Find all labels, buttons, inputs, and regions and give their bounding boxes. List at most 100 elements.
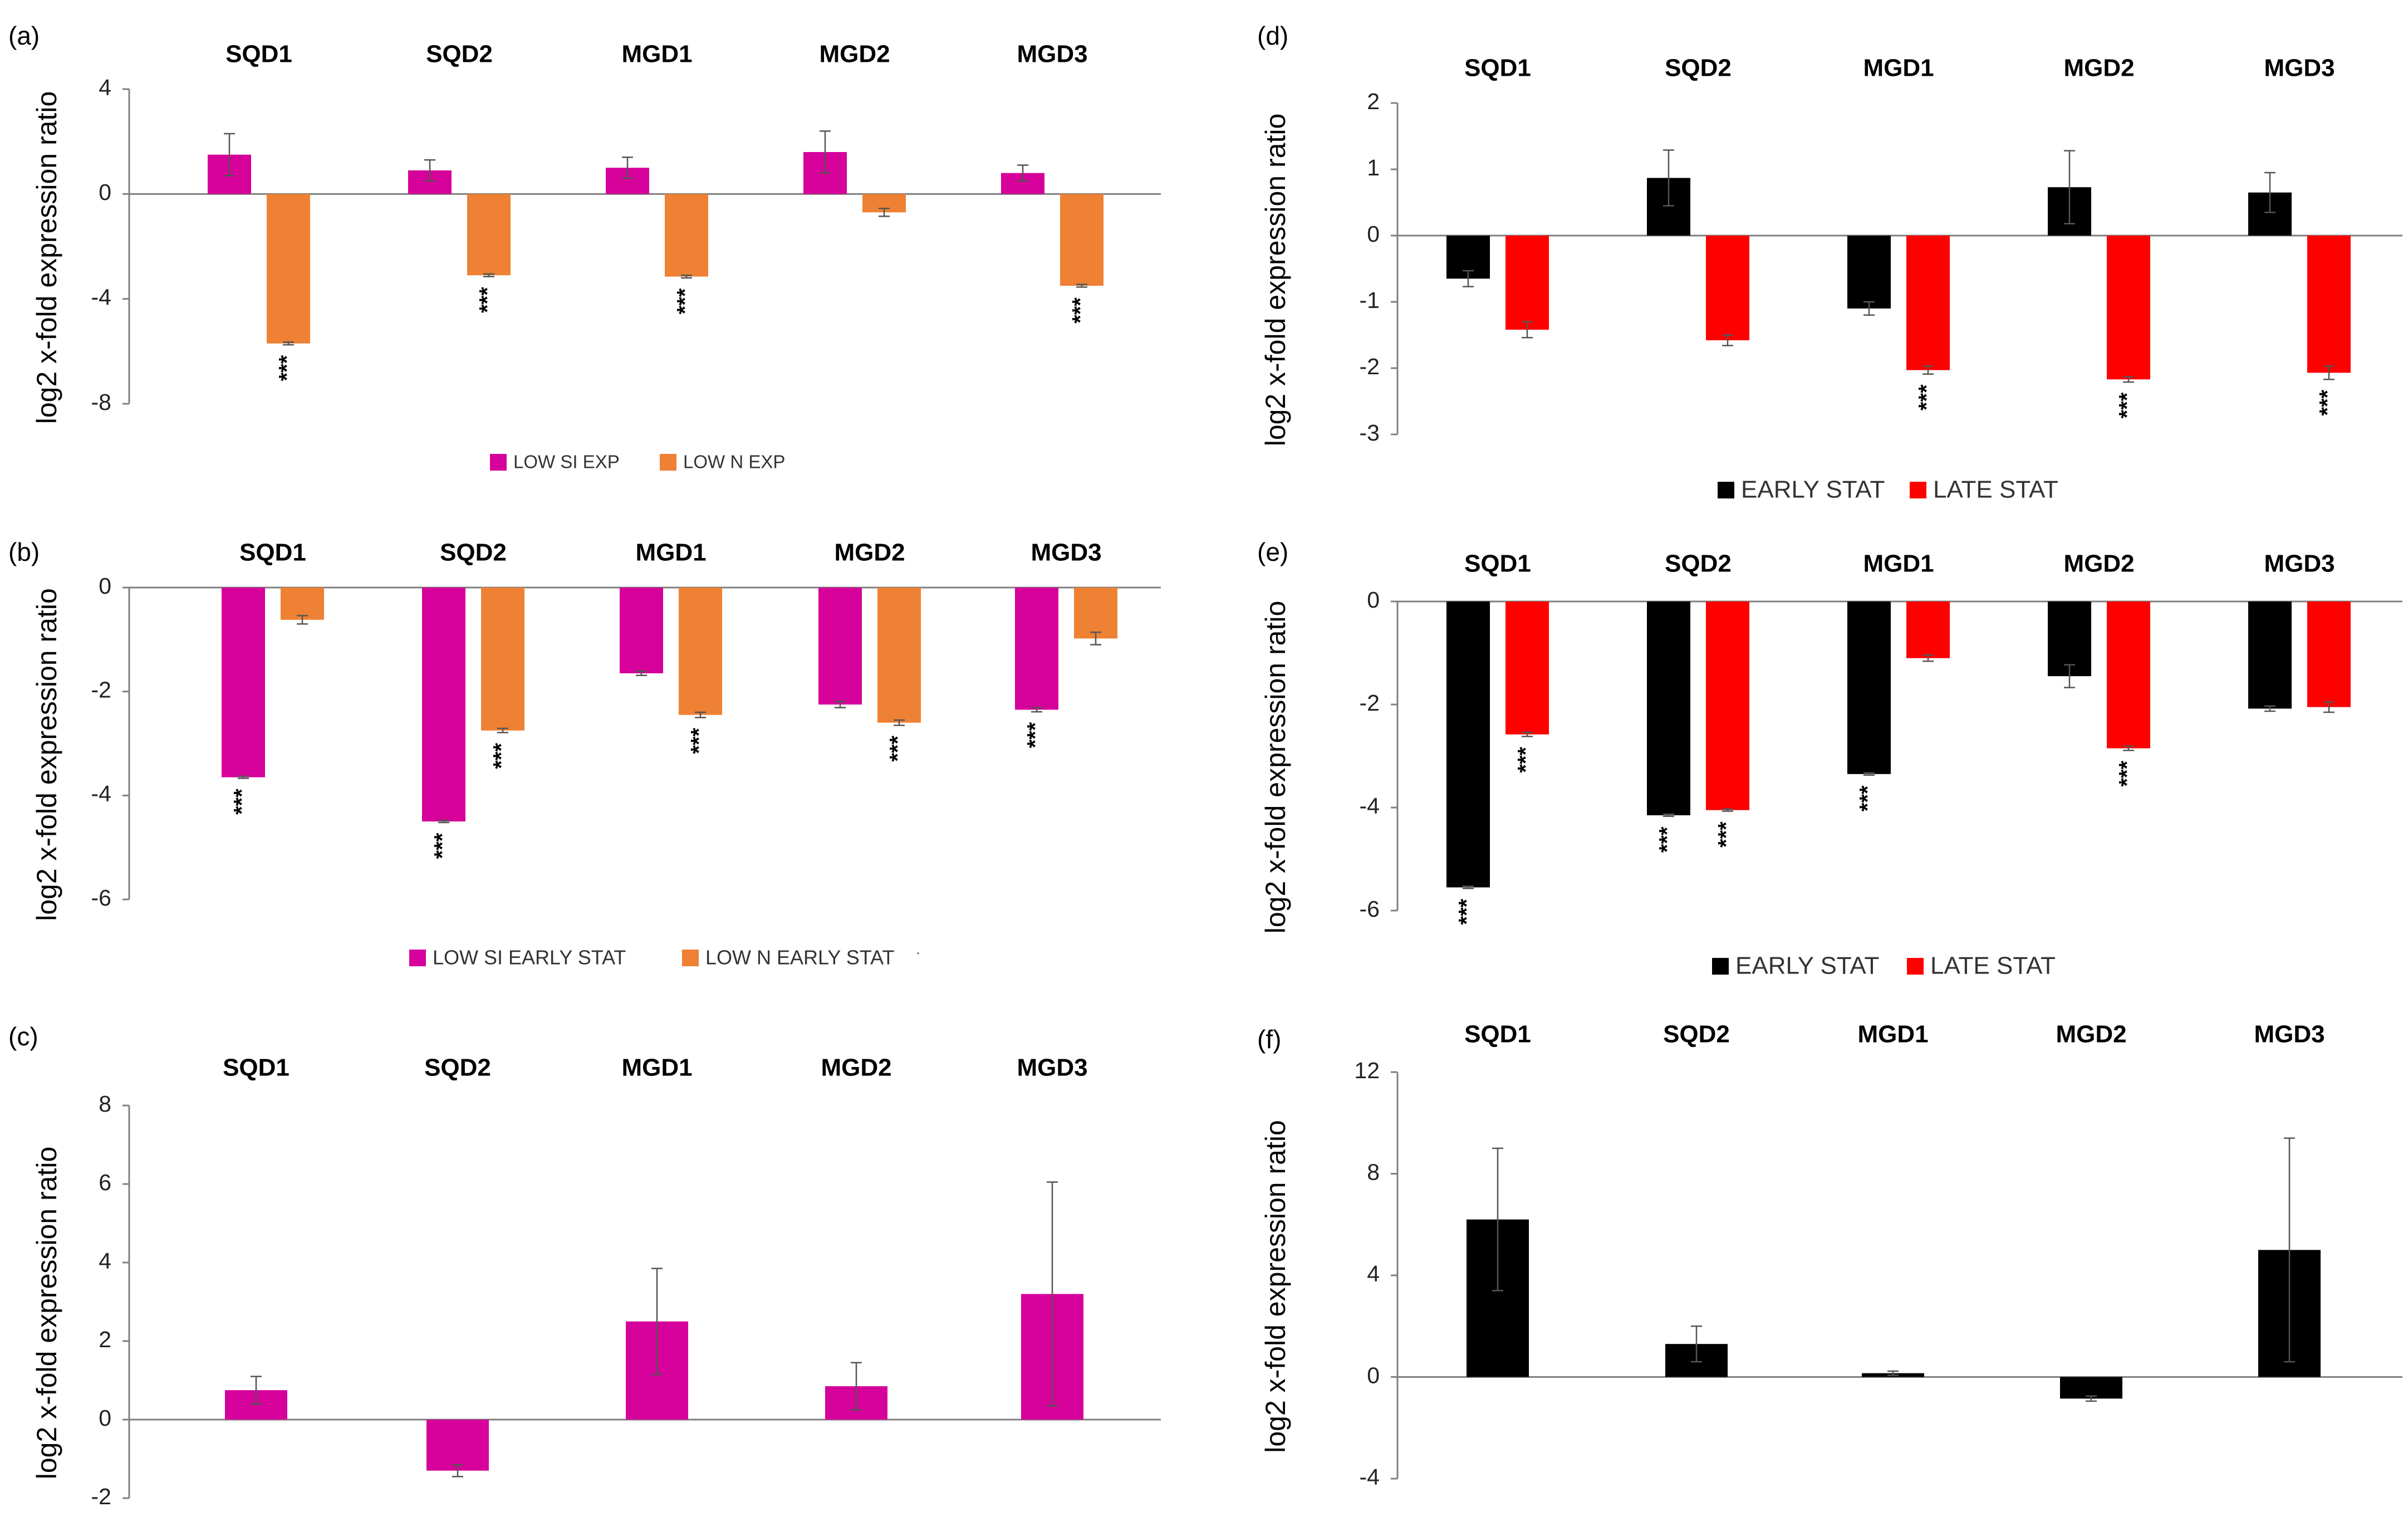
legend-swatch bbox=[409, 950, 426, 966]
category-label: MGD1 bbox=[635, 539, 706, 566]
y-tick-label: -2 bbox=[1360, 354, 1380, 379]
significance-marker: *** bbox=[886, 736, 910, 762]
bar bbox=[422, 588, 465, 821]
category-label: MGD1 bbox=[1863, 55, 1934, 82]
y-tick-label: -3 bbox=[1360, 420, 1380, 446]
significance-marker: *** bbox=[1915, 384, 1939, 410]
y-tick-label: 6 bbox=[99, 1170, 111, 1195]
panel-label: (a) bbox=[8, 21, 40, 50]
legend-label: EARLY STAT bbox=[1741, 476, 1885, 503]
bar bbox=[1060, 194, 1104, 286]
bar bbox=[467, 194, 511, 276]
legend-swatch bbox=[1712, 958, 1729, 975]
bar bbox=[281, 588, 324, 620]
significance-marker: *** bbox=[687, 728, 712, 754]
legend-swatch bbox=[1718, 482, 1734, 498]
legend-swatch bbox=[1910, 482, 1926, 498]
y-tick-label: 8 bbox=[99, 1091, 111, 1117]
chart-panel-1: (a) log2 x-fold expression ratio 4 0 -4 -8 SQD… bbox=[8, 21, 1161, 472]
significance-marker: *** bbox=[475, 287, 500, 313]
y-tick-label: 2 bbox=[1367, 89, 1380, 114]
category-label: MGD3 bbox=[1031, 539, 1101, 566]
category-label: SQD1 bbox=[1464, 1021, 1531, 1048]
bar bbox=[1505, 601, 1549, 735]
legend-label: LATE STAT bbox=[1933, 476, 2058, 503]
y-axis-label: log2 x-fold expression ratio bbox=[31, 588, 62, 921]
panel-label: (f) bbox=[1257, 1025, 1281, 1054]
category-label: SQD1 bbox=[1464, 55, 1531, 82]
chart-panel-5: (e) log2 x-fold expression ratio 0 -2 -4 -6 SQ… bbox=[1257, 537, 2402, 980]
bar bbox=[2307, 236, 2351, 373]
significance-marker: *** bbox=[1023, 722, 1048, 748]
y-tick-label: -1 bbox=[1360, 287, 1380, 313]
category-label: MGD1 bbox=[621, 1054, 692, 1082]
bar bbox=[1647, 601, 1690, 815]
category-label: SQD1 bbox=[239, 539, 306, 566]
significance-marker: *** bbox=[1455, 898, 1479, 924]
bar bbox=[877, 588, 921, 723]
y-axis-label: log2 x-fold expression ratio bbox=[1260, 601, 1291, 934]
panel-label: (c) bbox=[8, 1022, 38, 1051]
y-tick-label: -4 bbox=[1360, 793, 1380, 819]
significance-marker: *** bbox=[1514, 747, 1538, 773]
significance-marker: *** bbox=[2115, 392, 2140, 418]
bar bbox=[2060, 1377, 2122, 1399]
y-tick-label: -2 bbox=[1360, 690, 1380, 716]
legend-label: LATE STAT bbox=[1930, 952, 2056, 980]
category-label: MGD3 bbox=[2254, 1021, 2324, 1048]
category-label: MGD3 bbox=[1017, 41, 1087, 68]
category-label: SQD2 bbox=[1663, 1021, 1730, 1048]
y-axis-label: log2 x-fold expression ratio bbox=[31, 91, 62, 424]
significance-marker: *** bbox=[1856, 785, 1880, 811]
bar bbox=[1074, 588, 1117, 639]
category-label: SQD2 bbox=[426, 41, 493, 68]
category-label: SQD1 bbox=[225, 41, 292, 68]
bar bbox=[1847, 601, 1891, 774]
legend-extra-mark: · bbox=[916, 945, 920, 960]
panel-label: (d) bbox=[1257, 21, 1288, 50]
significance-marker: *** bbox=[1655, 826, 1680, 853]
legend-label: LOW N EXP bbox=[683, 452, 785, 472]
y-tick-label: 4 bbox=[1367, 1261, 1380, 1286]
category-label: MGD2 bbox=[834, 539, 905, 566]
bar bbox=[1015, 588, 1058, 710]
y-tick-label: 1 bbox=[1367, 155, 1380, 180]
chart-panel-3: (c) log2 x-fold expression ratio 8 6 4 2 0 -2 SQ… bbox=[8, 1022, 1161, 1509]
significance-marker: *** bbox=[673, 288, 698, 314]
bar bbox=[2107, 236, 2150, 380]
category-label: SQD2 bbox=[1665, 550, 1732, 578]
bar bbox=[1505, 236, 1549, 330]
chart-panel-2: (b) log2 x-fold expression ratio 0 -2 -4 -6 SQ… bbox=[8, 537, 1161, 969]
legend-label: LOW SI EARLY STAT bbox=[433, 946, 626, 969]
legend-label: LOW N EARLY STAT bbox=[705, 946, 894, 969]
y-tick-label: 0 bbox=[1367, 587, 1380, 613]
significance-marker: *** bbox=[230, 789, 254, 815]
chart-panel-6: (f) log2 x-fold expression ratio 12 8 4 0 -4 SQ… bbox=[1257, 1021, 2402, 1490]
category-label: SQD1 bbox=[223, 1054, 290, 1082]
y-tick-label: -4 bbox=[1360, 1464, 1380, 1490]
bar bbox=[481, 588, 524, 731]
bar bbox=[620, 588, 663, 673]
bar bbox=[1706, 601, 1749, 810]
bar bbox=[818, 588, 862, 705]
category-label: MGD2 bbox=[2063, 550, 2134, 578]
bar bbox=[1906, 236, 1950, 370]
panel-label: (b) bbox=[8, 537, 40, 566]
significance-marker: *** bbox=[1068, 297, 1093, 324]
bar bbox=[1906, 601, 1950, 658]
category-label: MGD1 bbox=[621, 41, 692, 68]
y-tick-label: 4 bbox=[99, 1248, 111, 1274]
bar bbox=[1706, 236, 1749, 341]
significance-marker: *** bbox=[489, 743, 514, 769]
bar bbox=[665, 194, 708, 277]
category-label: MGD3 bbox=[2264, 550, 2335, 578]
y-tick-label: 0 bbox=[99, 1405, 111, 1431]
bar bbox=[1847, 236, 1891, 309]
panel-label: (e) bbox=[1257, 537, 1288, 566]
y-tick-label: 8 bbox=[1367, 1159, 1380, 1185]
legend-swatch bbox=[682, 950, 699, 966]
bar bbox=[267, 194, 310, 344]
y-tick-label: -2 bbox=[91, 677, 111, 702]
y-tick-label: -6 bbox=[1360, 896, 1380, 922]
